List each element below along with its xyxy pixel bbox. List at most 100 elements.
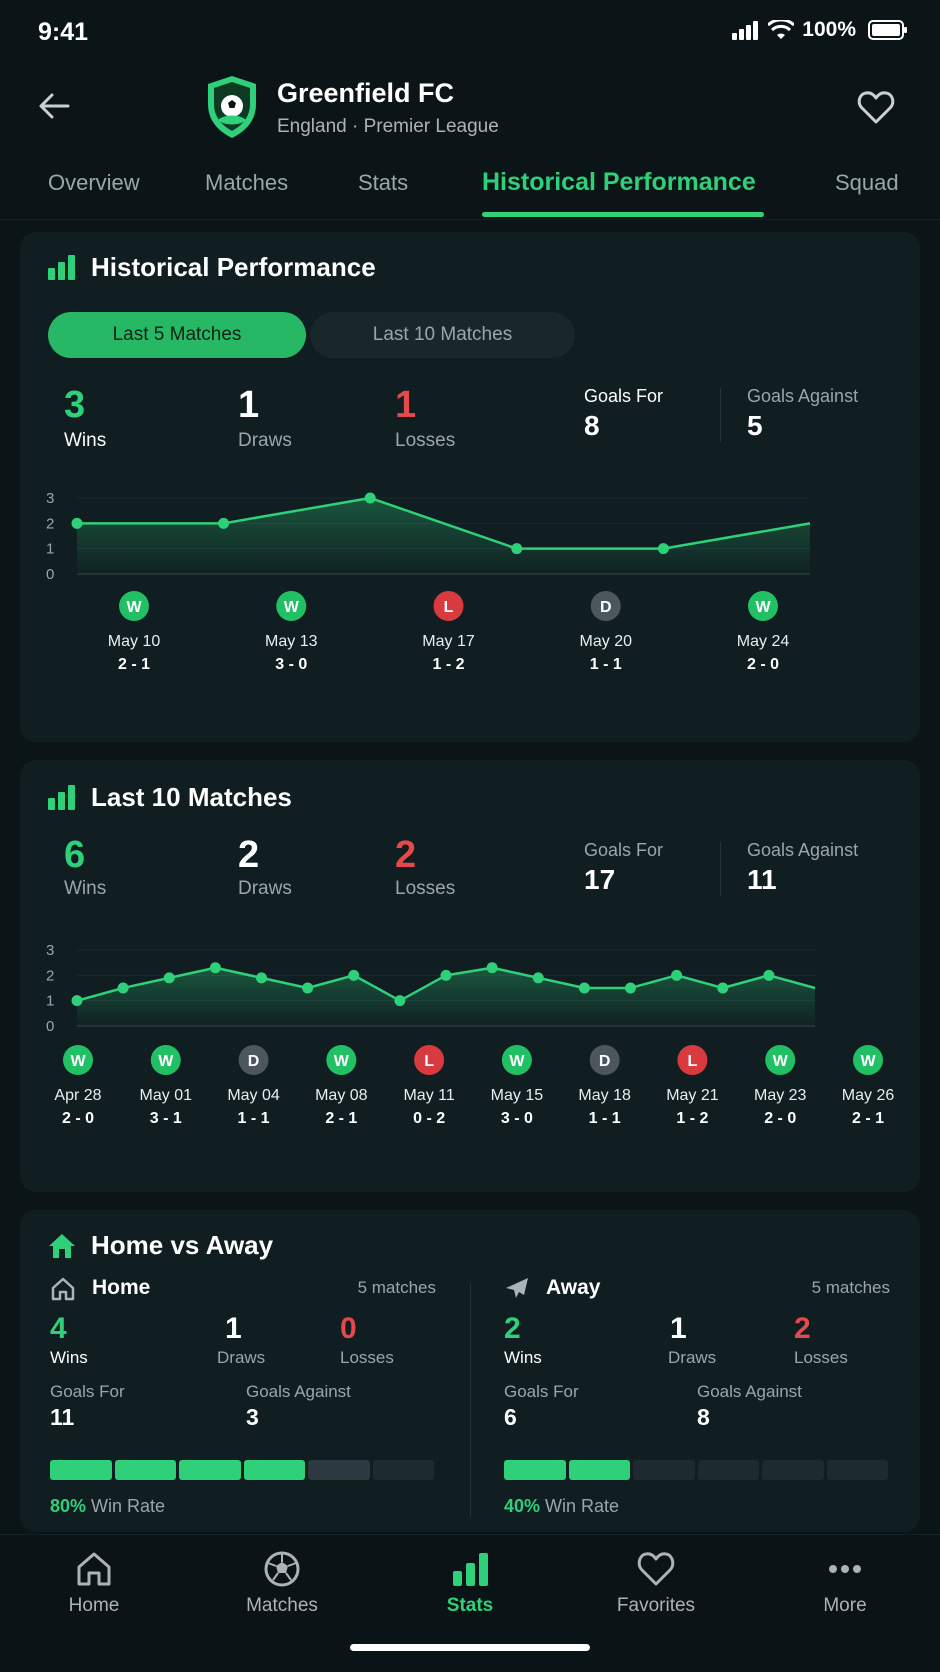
nav-home[interactable]: Home <box>24 1549 164 1617</box>
away-win-rate: 40% Win Rate <box>504 1496 619 1517</box>
wins-value: 3 <box>64 384 86 426</box>
goals-for-value: 8 <box>584 410 600 441</box>
data-point <box>511 543 523 555</box>
y-tick-label: 0 <box>46 1018 54 1035</box>
last-10-chart: 0 1 2 3 W Apr 28 2 - 0 W May 01 3 - 1 D May 04 1 - 1… <box>46 942 895 1127</box>
data-point <box>486 962 498 974</box>
last-10-matches-card: Last 10 Matches 6 Wins 2 Draws 2 Losses … <box>20 760 920 1192</box>
away-win-rate-bar <box>504 1460 888 1480</box>
bar-segment <box>762 1460 824 1480</box>
bar-segment <box>308 1460 370 1480</box>
away-draws-value: 1 <box>670 1312 687 1345</box>
result-badge-label: D <box>599 1053 611 1070</box>
soccer-ball-icon <box>264 1551 300 1587</box>
home-win-rate: 80% Win Rate <box>50 1496 165 1517</box>
result-badge <box>765 1045 796 1075</box>
match-score: 0 - 2 <box>413 1110 445 1127</box>
away-win-rate-value: 40% <box>504 1496 541 1516</box>
result-badge <box>326 1045 357 1075</box>
away-goals-against-value: 8 <box>697 1404 710 1430</box>
goals-for-label: Goals For <box>584 840 664 860</box>
last-10-matches-toggle[interactable]: Last 10 Matches <box>310 312 575 358</box>
wins-value: 6 <box>64 834 86 876</box>
home-outline-icon <box>51 1277 75 1301</box>
heart-icon[interactable] <box>856 88 896 128</box>
bar-chart-icon <box>48 255 75 280</box>
losses-label: Losses <box>395 430 456 451</box>
home-column: Home 5 matches 4 Wins 1 Draws 0 Losses G… <box>50 1276 450 1536</box>
y-tick-label: 0 <box>46 566 54 583</box>
home-indicator <box>350 1644 590 1651</box>
data-point <box>763 969 775 981</box>
historical-performance-card: Historical Performance Last 5 Matches La… <box>20 232 920 742</box>
section-tabs: Overview Matches Stats Historical Perfor… <box>0 160 940 220</box>
match-date: May 21 <box>666 1087 719 1104</box>
home-icon <box>77 1552 111 1586</box>
bottom-navigation: Home Matches Stats Favorites More <box>0 1534 940 1672</box>
match-date: May 01 <box>140 1087 193 1104</box>
signal-icon <box>732 21 759 40</box>
series-line <box>77 496 811 550</box>
match-date: May 17 <box>422 633 475 650</box>
nav-matches[interactable]: Matches <box>212 1549 352 1617</box>
tab-matches[interactable]: Matches <box>205 170 289 195</box>
match-score: 3 - 1 <box>150 1110 182 1127</box>
match-score: 2 - 1 <box>852 1110 884 1127</box>
result-badge <box>119 591 149 621</box>
away-losses-value: 2 <box>794 1312 811 1345</box>
home-win-rate-bar <box>50 1460 434 1480</box>
bar-chart-icon <box>453 1553 488 1586</box>
team-name: Greenfield FC <box>277 78 455 108</box>
match-score: 1 - 1 <box>589 1110 621 1127</box>
bar-segment <box>372 1460 434 1480</box>
away-wins-label: Wins <box>504 1348 542 1367</box>
heart-icon <box>637 1552 675 1586</box>
match-score: 1 - 2 <box>676 1110 708 1127</box>
nav-label: Favorites <box>616 1595 696 1616</box>
result-badge-label: D <box>600 599 612 616</box>
nav-label: Stats <box>446 1595 494 1616</box>
tab-historical-performance[interactable]: Historical Performance <box>482 168 756 196</box>
data-point <box>163 972 175 984</box>
goals-for-label: Goals For <box>584 386 664 406</box>
away-column: Away 5 matches 2 Wins 1 Draws 2 Losses G… <box>504 1276 904 1536</box>
draws-label: Draws <box>238 430 292 451</box>
tab-overview[interactable]: Overview <box>48 170 140 195</box>
result-badge-label: L <box>444 599 454 616</box>
last-5-matches-toggle[interactable]: Last 5 Matches <box>48 312 306 358</box>
home-win-rate-value: 80% <box>50 1496 87 1516</box>
nav-label: More <box>823 1595 867 1616</box>
bar-segment <box>179 1460 241 1480</box>
data-point <box>71 995 83 1007</box>
data-point <box>578 982 590 994</box>
back-arrow-icon[interactable] <box>34 86 74 126</box>
home-goals-against-value: 3 <box>246 1404 259 1430</box>
home-match-count: 5 matches <box>357 1278 436 1297</box>
tab-stats[interactable]: Stats <box>358 170 409 195</box>
match-score: 2 - 1 <box>325 1110 357 1127</box>
y-tick-label: 2 <box>46 515 54 532</box>
away-goals-against-label: Goals Against <box>697 1382 802 1401</box>
bar-segment <box>50 1460 112 1480</box>
home-vs-away-card: Home vs Away Home 5 matches 4 Wins 1 Dra… <box>20 1210 920 1532</box>
result-badge <box>748 591 778 621</box>
y-tick-label: 3 <box>46 942 54 959</box>
match-date: Apr 28 <box>54 1087 101 1104</box>
data-point <box>71 517 83 529</box>
data-point <box>657 543 669 555</box>
home-wins-label: Wins <box>50 1348 88 1367</box>
match-date: May 26 <box>842 1087 895 1104</box>
match-score: 2 - 1 <box>118 656 150 673</box>
nav-favorites[interactable]: Favorites <box>586 1549 726 1617</box>
match-score: 2 - 0 <box>764 1110 796 1127</box>
away-wins-value: 2 <box>504 1312 521 1345</box>
nav-stats[interactable]: Stats <box>400 1549 540 1617</box>
card-title: Last 10 Matches <box>91 782 292 812</box>
y-tick-label: 3 <box>46 490 54 507</box>
last-5-chart: 0 1 2 3 W May 10 2 - 1 W May 13 3 - 0 L May 17 1 - 2… <box>46 490 811 673</box>
away-win-rate-label: Win Rate <box>545 1496 620 1516</box>
result-badge <box>501 1045 532 1075</box>
nav-more[interactable]: More <box>775 1549 915 1617</box>
result-badge-label: W <box>158 1053 174 1070</box>
tab-squad[interactable]: Squad <box>835 170 899 195</box>
